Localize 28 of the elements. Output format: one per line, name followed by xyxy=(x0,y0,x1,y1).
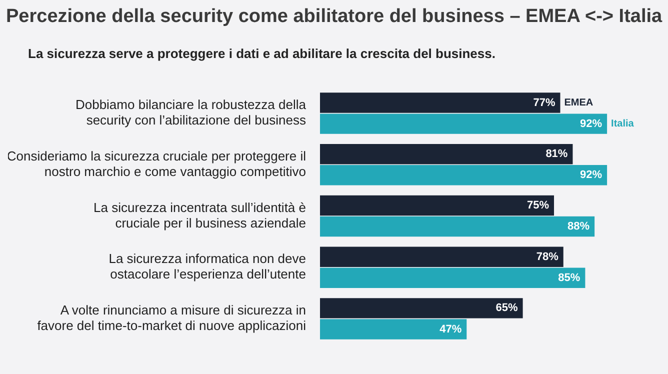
bar xyxy=(320,298,523,318)
y-tick-label: Dobbiamo bilanciare la robustezza della security con l’abilitazione del business xyxy=(75,97,307,128)
data-label: 85% xyxy=(558,272,580,284)
data-label: 81% xyxy=(546,148,568,160)
y-tick-label: A volte rinunciamo a misure di sicurezza in favore del time-to-market di nuove applicazioni xyxy=(37,302,306,334)
bar xyxy=(320,144,573,164)
bar xyxy=(320,114,608,134)
bar xyxy=(320,195,554,216)
bar xyxy=(320,319,467,340)
bar xyxy=(320,92,560,113)
chart-subtitle: La sicurezza serve a proteggere i dati e ad abilitare la crescita del business. xyxy=(27,45,496,63)
data-label: 92% xyxy=(580,169,602,182)
bar xyxy=(320,216,595,237)
data-label: 78% xyxy=(536,250,559,263)
chart-title: Percezione della security come abilitatore del business – EMEA <-> Italia xyxy=(5,5,664,29)
data-label: 77% xyxy=(533,96,556,109)
bar xyxy=(320,268,586,288)
series-label: EMEA xyxy=(564,98,594,108)
data-label: 88% xyxy=(568,220,590,233)
data-label: 65% xyxy=(496,302,518,314)
y-tick-label: La sicurezza informatica non deve ostacolare l’esperienza dell’utente xyxy=(108,251,306,282)
bar xyxy=(320,165,608,186)
series-label: Italia xyxy=(611,118,634,130)
data-label: 92% xyxy=(580,118,602,130)
bar xyxy=(320,246,564,267)
data-label: 47% xyxy=(440,323,462,336)
y-tick-label: La sicurezza incentrata sull’identità è cruciale per il business aziendale xyxy=(94,200,306,230)
data-label: 75% xyxy=(526,200,550,212)
